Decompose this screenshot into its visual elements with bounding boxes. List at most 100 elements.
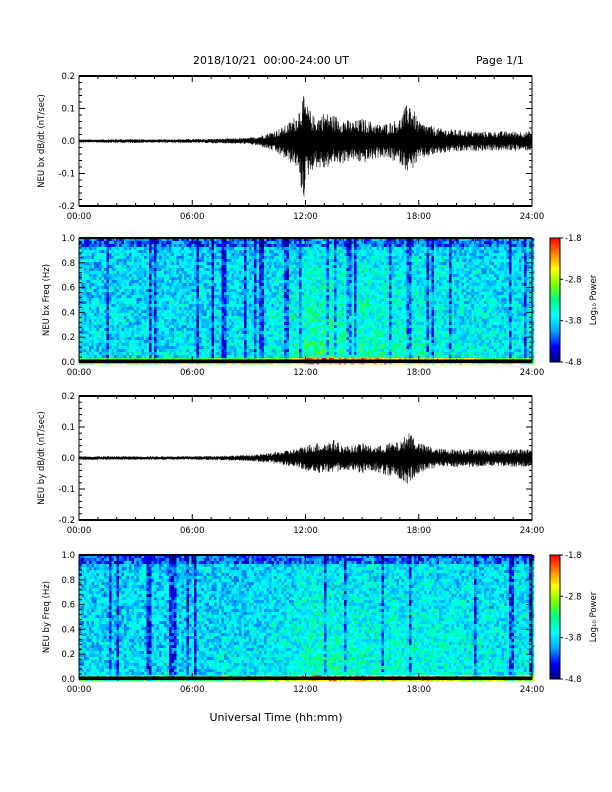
heatmap-cell <box>359 286 362 290</box>
heatmap-cell <box>221 247 225 251</box>
heatmap-cell <box>104 325 107 329</box>
heatmap-cell <box>211 340 215 344</box>
heatmap-cell <box>111 307 115 311</box>
heatmap-cell <box>306 322 310 326</box>
heatmap-cell <box>334 268 337 272</box>
heatmap-cell <box>201 352 205 356</box>
heatmap-cell <box>236 256 240 260</box>
heatmap-cell <box>154 295 157 299</box>
heatmap-cell <box>351 343 355 347</box>
heatmap-cell <box>214 277 217 281</box>
heatmap-cell <box>334 322 337 326</box>
heatmap-cell <box>151 250 155 254</box>
heatmap-cell <box>144 328 147 332</box>
heatmap-cell <box>201 307 205 311</box>
heatmap-cell <box>329 253 332 257</box>
heatmap-cell <box>94 334 97 338</box>
heatmap-cell <box>281 352 285 356</box>
heatmap-cell <box>359 301 362 305</box>
heatmap-cell <box>104 289 107 293</box>
heatmap-cell <box>349 286 352 290</box>
heatmap-cell <box>144 343 147 347</box>
heatmap-cell <box>101 298 105 302</box>
heatmap-cell <box>141 289 145 293</box>
heatmap-cell <box>319 328 322 332</box>
heatmap-cell <box>309 322 312 326</box>
heatmap-cell <box>169 256 172 260</box>
heatmap-cell <box>91 328 95 332</box>
heatmap-cell <box>96 244 100 248</box>
heatmap-cell <box>174 244 177 248</box>
heatmap-cell <box>269 238 272 242</box>
heatmap-cell <box>104 298 107 302</box>
heatmap-cell <box>106 259 110 263</box>
heatmap-cell <box>261 244 265 248</box>
heatmap-cell <box>139 247 142 251</box>
heatmap-cell <box>149 268 152 272</box>
heatmap-cell <box>121 244 125 248</box>
heatmap-cell <box>326 289 330 293</box>
heatmap-cell <box>306 298 310 302</box>
heatmap-cell <box>146 313 150 317</box>
heatmap-cell <box>296 250 300 254</box>
heatmap-cell <box>244 283 247 287</box>
heatmap-cell <box>314 307 317 311</box>
heatmap-cell <box>144 283 147 287</box>
heatmap-cell <box>326 331 330 335</box>
heatmap-cell <box>344 322 347 326</box>
heatmap-cell <box>86 355 90 359</box>
heatmap-cell <box>246 325 250 329</box>
heatmap-cell <box>269 289 272 293</box>
heatmap-cell <box>259 331 262 335</box>
heatmap-cell <box>341 313 345 317</box>
heatmap-cell <box>129 286 132 290</box>
heatmap-cell <box>366 289 370 293</box>
heatmap-cell <box>269 322 272 326</box>
heatmap-cell <box>194 268 197 272</box>
heatmap-cell <box>239 331 242 335</box>
heatmap-cell <box>161 346 165 350</box>
heatmap-cell <box>116 313 120 317</box>
heatmap-cell <box>254 328 257 332</box>
heatmap-cell <box>121 346 125 350</box>
heatmap-cell <box>209 337 212 341</box>
heatmap-cell <box>191 289 195 293</box>
heatmap-cell <box>139 271 142 275</box>
heatmap-cell <box>111 316 115 320</box>
heatmap-cell <box>319 340 322 344</box>
heatmap-cell <box>244 316 247 320</box>
heatmap-cell <box>196 343 200 347</box>
heatmap-cell <box>211 355 215 359</box>
heatmap-cell <box>311 241 315 245</box>
heatmap-cell <box>261 340 265 344</box>
heatmap-cell <box>159 241 162 245</box>
heatmap-cell <box>316 313 320 317</box>
heatmap-cell <box>84 247 87 251</box>
heatmap-cell <box>356 265 360 269</box>
heatmap-cell <box>231 355 235 359</box>
heatmap-cell <box>299 253 302 257</box>
heatmap-cell <box>229 328 232 332</box>
heatmap-cell <box>236 268 240 272</box>
heatmap-cell <box>341 250 345 254</box>
heatmap-cell <box>236 247 240 251</box>
heatmap-cell <box>234 349 237 353</box>
heatmap-cell <box>321 313 325 317</box>
heatmap-cell <box>294 319 297 323</box>
heatmap-cell <box>294 355 297 359</box>
heatmap-cell <box>261 349 265 353</box>
heatmap-cell <box>234 343 237 347</box>
heatmap-cell <box>306 256 310 260</box>
heatmap-cell <box>366 310 370 314</box>
heatmap-cell <box>249 307 252 311</box>
heatmap-cell <box>186 241 190 245</box>
heatmap-cell <box>356 250 360 254</box>
heatmap-cell <box>231 313 235 317</box>
heatmap-cell <box>199 331 202 335</box>
panel-2: 00:00 06:00 12:00 18:00 24:001.00.80.60.40.2… <box>42 234 599 378</box>
heatmap-cell <box>286 346 290 350</box>
heatmap-cell <box>296 310 300 314</box>
heatmap-cell <box>154 244 157 248</box>
heatmap-cell <box>186 247 190 251</box>
heatmap-cell <box>136 319 140 323</box>
